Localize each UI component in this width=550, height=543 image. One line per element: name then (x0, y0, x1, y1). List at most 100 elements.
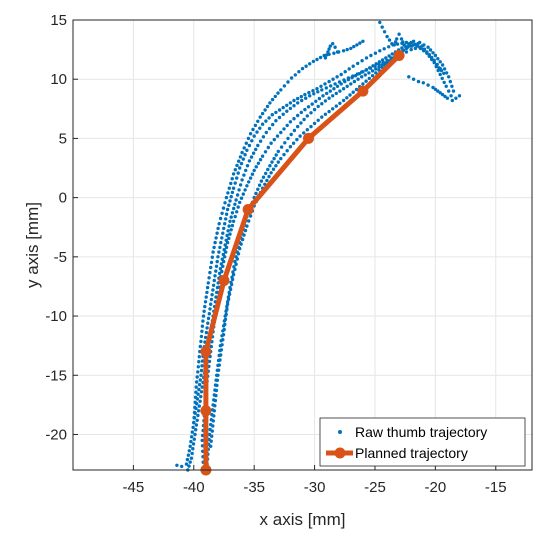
raw-point (215, 231, 219, 235)
raw-point (189, 435, 194, 439)
raw-point (203, 304, 207, 309)
raw-point (219, 353, 223, 357)
raw-point (209, 265, 213, 270)
raw-point (378, 49, 382, 53)
raw-point (315, 57, 319, 62)
raw-point (258, 126, 262, 130)
raw-point (285, 109, 289, 113)
raw-point (257, 183, 262, 187)
raw-point (380, 63, 384, 67)
raw-point (380, 25, 384, 29)
raw-point (346, 77, 351, 82)
raw-point (323, 56, 328, 60)
raw-point (431, 51, 435, 55)
raw-point (208, 270, 212, 275)
raw-point (282, 127, 286, 131)
raw-point (314, 99, 318, 104)
raw-point (316, 90, 320, 94)
raw-point (238, 155, 243, 159)
raw-point (264, 171, 268, 176)
raw-point (421, 81, 425, 85)
raw-point (241, 192, 245, 196)
y-tick-label-2: -10 (45, 308, 67, 325)
raw-point (211, 250, 215, 254)
raw-point (296, 124, 300, 129)
raw-point (230, 277, 235, 282)
raw-point (285, 123, 289, 128)
raw-point (229, 215, 233, 219)
raw-point (223, 255, 227, 259)
raw-point (200, 364, 204, 368)
raw-point (218, 216, 223, 221)
raw-point (196, 413, 200, 418)
x-tick-label-5: -20 (425, 479, 447, 496)
raw-point (387, 38, 392, 42)
raw-point (230, 211, 235, 215)
raw-point (260, 111, 265, 116)
raw-point (193, 405, 197, 410)
raw-point (325, 53, 329, 57)
raw-point (442, 67, 447, 71)
raw-point (311, 59, 316, 64)
raw-point (281, 112, 285, 117)
raw-point (221, 338, 225, 342)
raw-point (200, 444, 205, 448)
raw-point (220, 269, 224, 274)
raw-point (334, 104, 338, 108)
raw-point (275, 134, 280, 138)
raw-point (250, 172, 255, 176)
raw-point (276, 149, 280, 154)
raw-point (277, 108, 282, 112)
raw-point (300, 98, 304, 103)
raw-point (216, 373, 220, 377)
raw-point (407, 43, 411, 47)
raw-point (409, 47, 413, 52)
raw-point (234, 262, 238, 266)
raw-point (209, 297, 214, 302)
raw-point (258, 115, 262, 119)
raw-point (352, 44, 356, 49)
raw-point (447, 89, 451, 93)
raw-point (239, 242, 243, 246)
raw-point (187, 449, 191, 453)
raw-point (428, 48, 433, 52)
legend: Raw thumb trajectory Planned trajectory (319, 417, 526, 467)
raw-point (282, 152, 286, 157)
raw-point (411, 77, 416, 81)
raw-point (224, 195, 229, 200)
raw-point (237, 188, 241, 192)
raw-point (426, 45, 430, 49)
raw-point (261, 175, 266, 179)
raw-point (196, 365, 200, 369)
raw-point (230, 223, 235, 228)
raw-point (197, 404, 201, 408)
raw-point (231, 219, 236, 223)
raw-point (377, 65, 381, 69)
raw-point (327, 79, 331, 84)
raw-point (356, 61, 360, 66)
raw-point (305, 128, 309, 132)
raw-point (331, 107, 335, 111)
raw-point (309, 111, 313, 115)
raw-point (197, 355, 201, 359)
raw-point (349, 82, 353, 86)
raw-point (288, 101, 293, 105)
y-tick-label-7: 15 (50, 12, 67, 29)
raw-point (369, 53, 373, 58)
raw-point (274, 110, 278, 115)
raw-point (402, 43, 406, 47)
raw-point (200, 438, 204, 443)
raw-point (235, 176, 239, 180)
raw-point (215, 383, 219, 388)
raw-point (214, 388, 219, 393)
raw-point (279, 145, 284, 149)
raw-point (328, 89, 332, 93)
raw-point (323, 82, 327, 86)
raw-point (332, 87, 336, 91)
raw-point (327, 96, 331, 100)
raw-point (238, 200, 242, 205)
x-tick-label-2: -35 (243, 479, 265, 496)
raw-point (269, 171, 273, 175)
raw-point (243, 153, 247, 157)
raw-point (260, 122, 265, 126)
